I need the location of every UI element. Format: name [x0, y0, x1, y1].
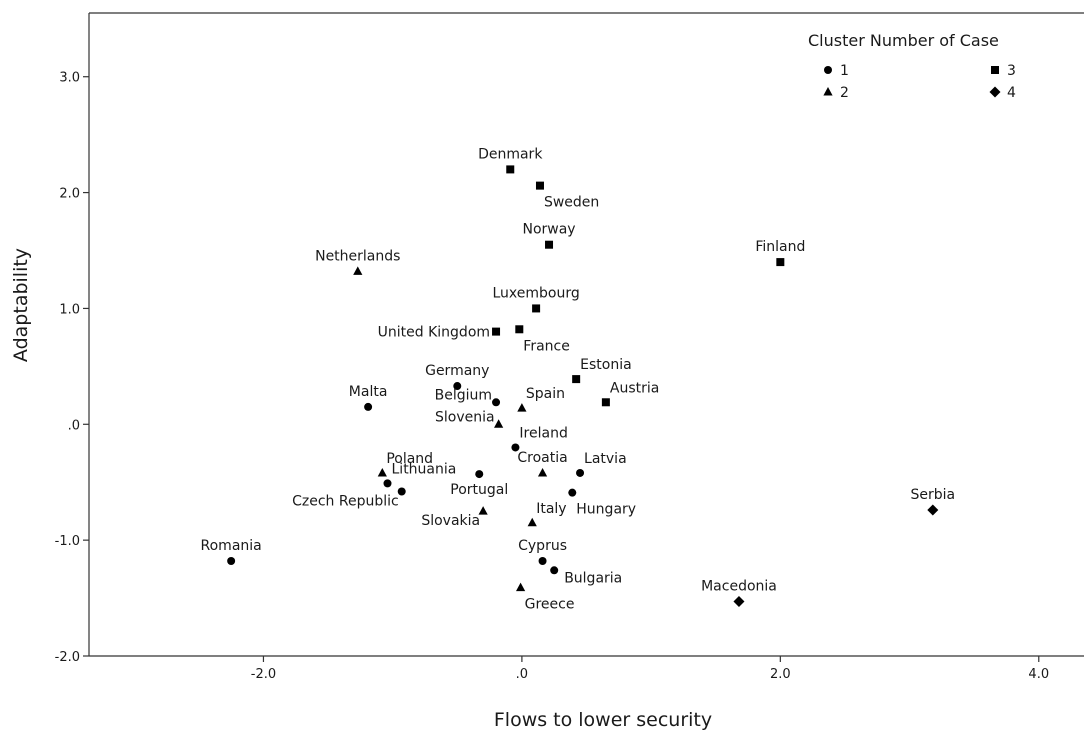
y-axis-title: Adaptability	[10, 248, 32, 362]
point-label: Denmark	[478, 146, 543, 162]
point-label: Estonia	[580, 357, 632, 373]
point-label: Hungary	[576, 502, 636, 518]
plot-frame	[88, 12, 1084, 657]
data-point	[535, 181, 544, 190]
point-label: Portugal	[450, 482, 508, 498]
point-label: Bulgaria	[564, 570, 622, 586]
data-point	[515, 325, 524, 334]
data-point	[576, 468, 585, 477]
data-point	[492, 327, 501, 336]
x-tick-label: 4.0	[1028, 667, 1049, 682]
data-point	[453, 382, 462, 391]
point-label: Austria	[610, 380, 659, 396]
point-label: Serbia	[910, 487, 955, 503]
data-point	[353, 266, 363, 275]
legend: Cluster Number of Case 1 2 3 4	[808, 31, 1016, 101]
legend-label: 4	[1007, 85, 1016, 101]
legend-marker	[824, 66, 832, 74]
point-label: United Kingdom	[378, 325, 490, 341]
data-point	[478, 506, 488, 515]
point-label: Greece	[525, 597, 575, 613]
y-tick-label: .0	[68, 418, 80, 433]
data-point	[511, 443, 520, 452]
point-label: Croatia	[517, 450, 567, 466]
legend-marker	[989, 86, 1001, 98]
point-label: Malta	[349, 384, 388, 400]
y-tick-label: -2.0	[55, 650, 80, 665]
point-label: Spain	[526, 386, 565, 402]
y-tick-label: 3.0	[59, 71, 80, 86]
y-tick-label: -1.0	[55, 534, 80, 549]
data-point	[572, 375, 581, 384]
data-point	[517, 403, 527, 412]
point-label: Romania	[201, 538, 262, 554]
data-point	[776, 258, 785, 267]
point-label: Czech Republic	[292, 493, 399, 509]
data-point	[397, 487, 406, 496]
data-point	[527, 517, 537, 527]
legend-title: Cluster Number of Case	[808, 31, 999, 50]
data-point	[568, 488, 577, 497]
point-label: Norway	[522, 222, 575, 238]
data-point	[515, 582, 526, 592]
data-point	[550, 566, 559, 575]
point-label: Latvia	[584, 451, 627, 467]
data-point	[377, 467, 387, 477]
y-tick-label: 1.0	[59, 302, 80, 317]
legend-label: 2	[840, 85, 849, 101]
point-label: Belgium	[435, 387, 492, 403]
data-point	[506, 165, 515, 174]
data-point	[475, 470, 484, 479]
x-tick-label: -2.0	[251, 667, 276, 682]
y-tick-label: 2.0	[59, 187, 80, 202]
point-label: Luxembourg	[492, 285, 579, 301]
axis-ticks: -2.0 .0 2.0 4.0 -2.0 -1.0 .0 1.0 2.0 3.0	[55, 71, 1049, 682]
data-point	[545, 240, 554, 249]
point-label: Germany	[425, 363, 489, 379]
data-point	[537, 467, 548, 477]
data-point	[538, 556, 547, 565]
point-label: Slovenia	[435, 409, 495, 425]
point-labels: Denmark Sweden Norway Finland Luxembourg Unit…	[201, 146, 956, 612]
point-label: Sweden	[544, 195, 599, 211]
legend-label: 1	[840, 63, 849, 79]
legend-marker	[823, 87, 833, 96]
point-label: Netherlands	[315, 248, 400, 264]
point-label: Cyprus	[518, 538, 567, 554]
data-point	[227, 556, 236, 565]
point-label: Ireland	[519, 425, 567, 441]
data-point	[364, 402, 373, 411]
data-point	[492, 398, 501, 407]
point-label: Lithuania	[392, 461, 457, 477]
x-tick-label: .0	[516, 667, 528, 682]
point-label: Slovakia	[421, 513, 480, 529]
data-point	[532, 304, 541, 313]
data-point	[927, 504, 939, 516]
data-point	[601, 398, 610, 407]
point-label: Poland	[386, 451, 433, 467]
point-label: France	[523, 338, 570, 354]
legend-label: 3	[1007, 63, 1016, 79]
point-label: Finland	[755, 239, 805, 255]
data-point	[494, 419, 504, 428]
x-tick-label: 2.0	[770, 667, 791, 682]
data-points	[227, 165, 939, 608]
point-label: Macedonia	[701, 579, 777, 595]
legend-marker	[991, 66, 999, 74]
data-point	[383, 479, 392, 488]
data-point	[733, 596, 745, 608]
x-axis-title: Flows to lower security	[494, 709, 712, 731]
point-label: Italy	[536, 501, 566, 517]
